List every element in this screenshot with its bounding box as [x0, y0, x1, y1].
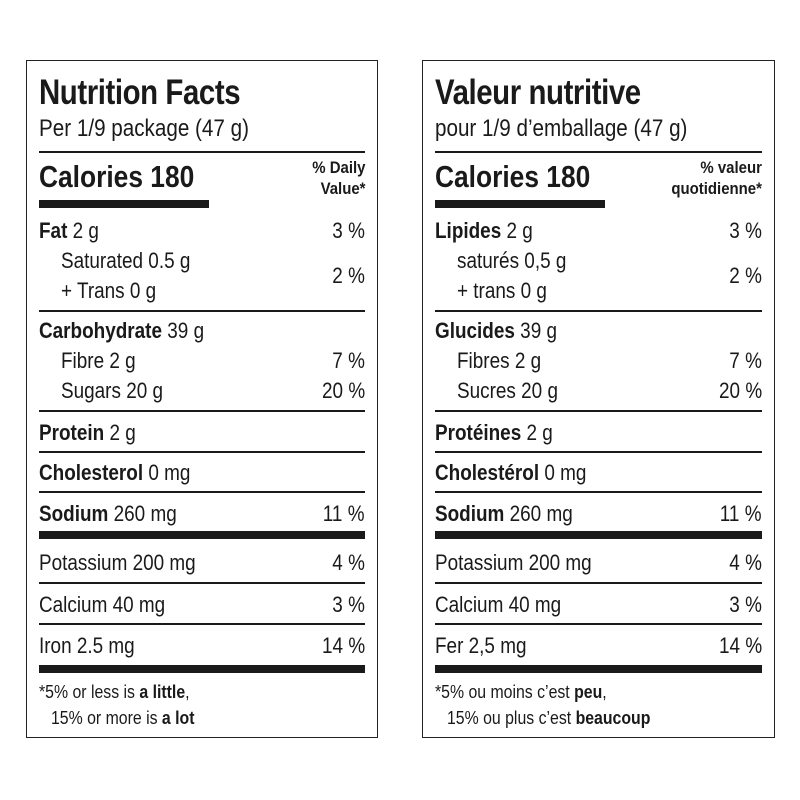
footnote-line-1: *5% ou moins c’est peu, — [435, 682, 607, 702]
calories: Calories 180 — [39, 159, 195, 194]
divider — [39, 451, 365, 453]
nutrient-row-calcium: Calcium 40 mg 3 % — [39, 592, 365, 617]
thick-divider — [39, 665, 365, 673]
nutrient-row-fat: Lipides 2 g 3 % — [435, 218, 762, 243]
thick-divider — [435, 665, 762, 673]
serving-size: Per 1/9 package (47 g) — [39, 115, 249, 142]
nutrient-row-carbohydrate: Carbohydrate 39 g — [39, 318, 205, 343]
calories-bar — [39, 200, 209, 208]
nutrient-row-protein: Protéines 2 g — [435, 420, 553, 445]
divider — [435, 491, 762, 493]
divider — [39, 151, 365, 153]
nutrient-row-potassium: Potassium 200 mg 4 % — [39, 550, 365, 575]
daily-value-header: % valeur quotidienne* — [671, 158, 762, 198]
footnote-line-1: *5% or less is a little, — [39, 682, 190, 702]
nutrient-row-sodium: Sodium 260 mg 11 % — [39, 501, 365, 526]
sat-trans-dv: 2 % — [332, 263, 365, 288]
nutrient-row-trans: + trans 0 g — [457, 278, 547, 303]
thick-divider — [435, 531, 762, 539]
nutrient-row-cholesterol: Cholestérol 0 mg — [435, 460, 587, 485]
footnote-line-2: 15% ou plus c’est beaucoup — [447, 708, 651, 728]
divider — [435, 310, 762, 312]
divider — [39, 491, 365, 493]
nutrient-row-potassium: Potassium 200 mg 4 % — [435, 550, 762, 575]
thick-divider — [39, 531, 365, 539]
nutrient-row-fibre: Fibres 2 g 7 % — [457, 348, 762, 373]
nutrient-row-iron: Fer 2,5 mg 14 % — [435, 633, 762, 658]
nutrient-row-sodium: Sodium 260 mg 11 % — [435, 501, 762, 526]
nutrient-row-trans: + Trans 0 g — [61, 278, 157, 303]
nutrient-row-fibre: Fibre 2 g 7 % — [61, 348, 365, 373]
nutrient-row-sugars: Sucres 20 g 20 % — [457, 378, 762, 403]
nutrient-row-cholesterol: Cholesterol 0 mg — [39, 460, 191, 485]
calories-bar — [435, 200, 605, 208]
divider — [39, 310, 365, 312]
divider — [435, 623, 762, 625]
divider — [39, 623, 365, 625]
nutrient-row-sugars: Sugars 20 g 20 % — [61, 378, 365, 403]
nutrient-row-calcium: Calcium 40 mg 3 % — [435, 592, 762, 617]
nutrient-row-carbohydrate: Glucides 39 g — [435, 318, 557, 343]
footnote-line-2: 15% or more is a lot — [51, 708, 195, 728]
divider — [39, 410, 365, 412]
sat-trans-dv: 2 % — [729, 263, 762, 288]
nutrient-row-fat: Fat 2 g 3 % — [39, 218, 365, 243]
nutrient-row-protein: Protein 2 g — [39, 420, 136, 445]
serving-size: pour 1/9 d’emballage (47 g) — [435, 115, 688, 142]
divider — [435, 151, 762, 153]
panel-title: Nutrition Facts — [39, 73, 241, 112]
panel-title: Valeur nutritive — [435, 73, 641, 112]
divider — [39, 582, 365, 584]
divider — [435, 410, 762, 412]
nutrient-row-saturated: Saturated 0.5 g — [61, 248, 191, 273]
nutrient-row-iron: Iron 2.5 mg 14 % — [39, 633, 365, 658]
divider — [435, 451, 762, 453]
daily-value-header: % Daily Value* — [311, 158, 365, 198]
calories: Calories 180 — [435, 159, 591, 194]
nutrition-facts-panel-english: Nutrition Facts Per 1/9 package (47 g) C… — [26, 60, 378, 738]
nutrient-row-saturated: saturés 0,5 g — [457, 248, 567, 273]
nutrition-facts-panel-french: Valeur nutritive pour 1/9 d’emballage (4… — [422, 60, 775, 738]
divider — [435, 582, 762, 584]
